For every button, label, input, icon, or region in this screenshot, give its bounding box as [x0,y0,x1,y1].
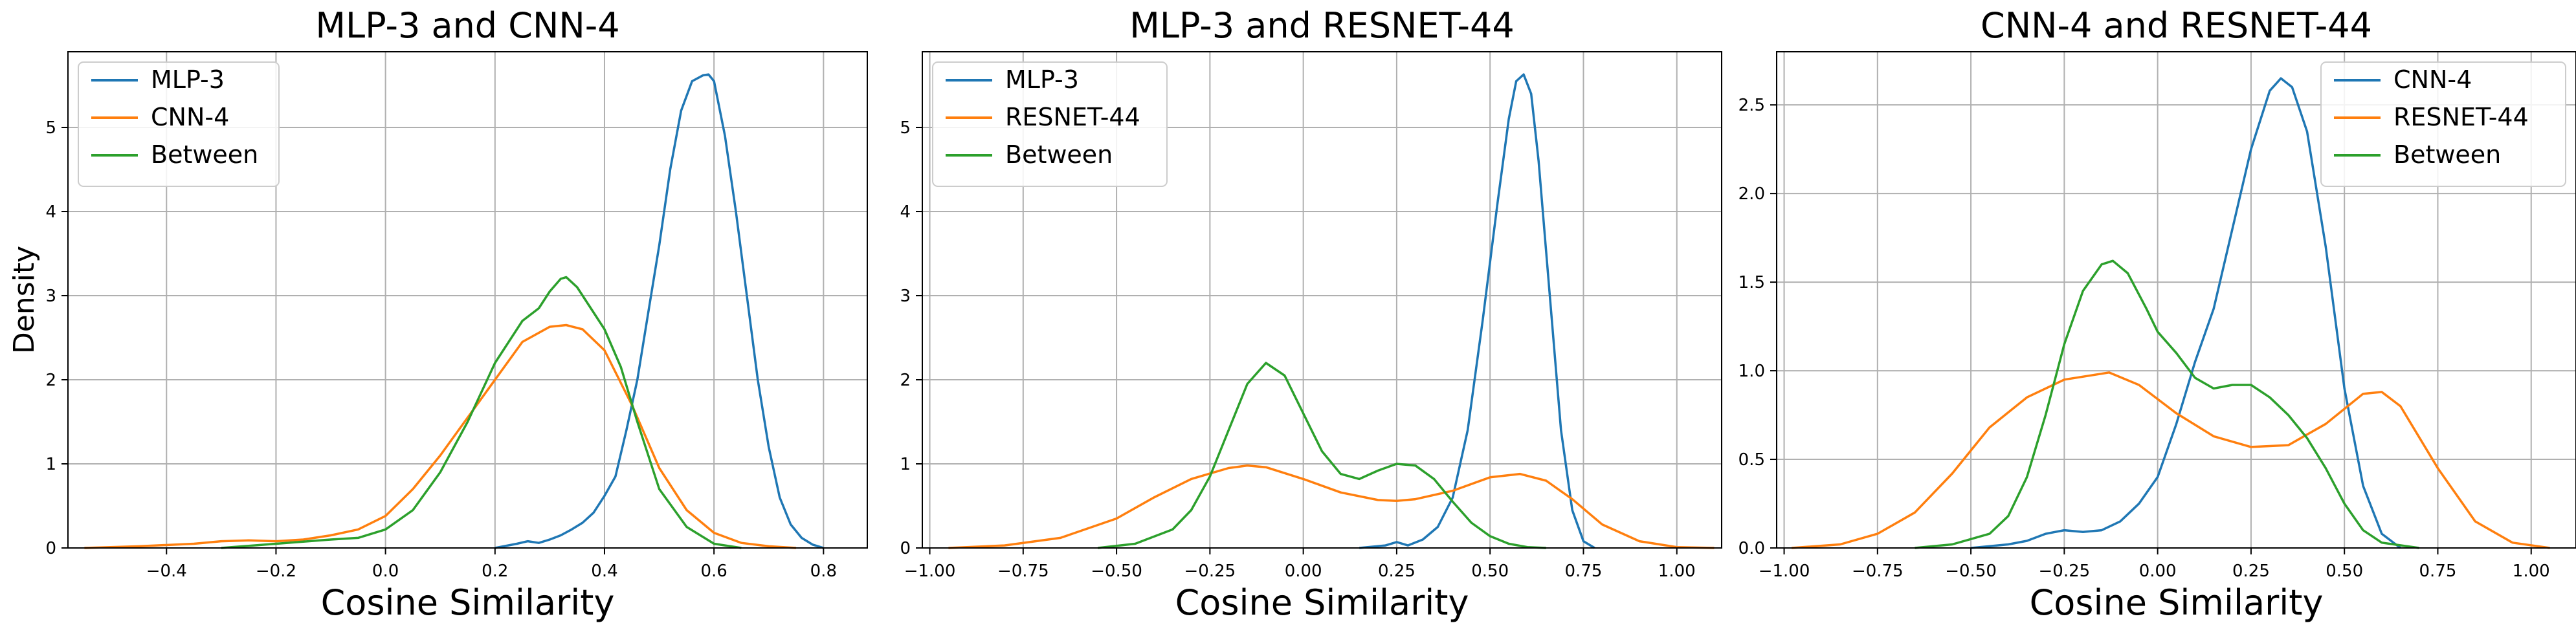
y-tick-label: 1.5 [1738,273,1765,292]
legend: MLP-3 RESNET-44 Between [932,61,1168,187]
y-tick-label: 5 [45,118,56,138]
y-tick-label: 0 [900,539,911,558]
y-tick-label: 2.0 [1738,184,1765,204]
x-tick-label: −0.2 [256,562,296,581]
x-tick-label: −0.25 [1184,562,1236,581]
y-axis-label: Density [8,246,41,354]
legend-label: MLP-3 [1005,65,1079,94]
legend-label: MLP-3 [151,65,225,94]
series-line-mlp-3 [1359,73,1595,549]
panel-3: −1.00 −0.75 −0.50 −0.25 0.00 0.25 0.50 0.75 1.00… [1738,5,2576,623]
legend: MLP-3 CNN-4 Between [78,61,280,187]
y-tick-label: 0.5 [1738,450,1765,470]
y-tick-label: 5 [900,118,911,138]
legend-label: RESNET-44 [2393,103,2529,131]
x-tick-label: 0.4 [591,562,617,581]
x-tick-label: 1.00 [2513,562,2550,581]
legend-label: RESNET-44 [1005,103,1140,131]
x-tick-label: 0.25 [2232,562,2270,581]
x-tick-label: −0.50 [1091,562,1142,581]
x-tick-label: 0.75 [1565,562,1603,581]
legend-label: Between [2393,140,2501,169]
x-tick-label: 0.25 [1378,562,1416,581]
series-line-cnn-4 [84,323,797,549]
legend-label: CNN-4 [151,103,229,131]
x-axis-label: Cosine Similarity [321,582,615,623]
axes-frame [67,51,868,549]
x-tick-label: −1.00 [1759,562,1810,581]
x-tick-label: 0.2 [482,562,508,581]
y-tick-label: 0.0 [1738,539,1765,558]
series-line-between [1098,362,1546,549]
y-tick-label: 1 [45,455,56,474]
chart-title: MLP-3 and RESNET-44 [1129,5,1514,46]
x-tick-label: −0.75 [997,562,1049,581]
legend-label: CNN-4 [2393,65,2472,94]
y-tick-label: 3 [45,287,56,306]
y-tick-label: 0 [45,539,56,558]
x-tick-label: −0.4 [146,562,187,581]
panel-1: −0.4 −0.2 0.0 0.2 0.4 0.6 0.8 0 1 2 3 4 5 MLP-3 and C… [8,5,868,623]
y-tick-label: 2.5 [1738,96,1765,115]
legend-label: Between [1005,140,1113,169]
x-tick-label: −0.50 [1945,562,1997,581]
legend: CNN-4 RESNET-44 Between [2320,61,2566,187]
series-line-mlp-3 [494,73,824,549]
x-tick-label: 0.75 [2419,562,2457,581]
x-tick-label: 0.0 [372,562,399,581]
panel-2: −1.00 −0.75 −0.50 −0.25 0.00 0.25 0.50 0.75 1.00… [900,5,1722,623]
y-tick-label: 3 [900,287,911,306]
y-tick-label: 2 [45,371,56,390]
axes-frame [1776,51,2576,549]
series-line-cnn-4 [1970,77,2401,549]
x-tick-label: 0.50 [1471,562,1509,581]
legend-box [2320,61,2566,187]
series-line-between [1915,259,2419,549]
y-tick-label: 1 [900,455,911,474]
y-tick-label: 4 [45,202,56,222]
series-line-resnet-44 [1791,371,2550,549]
x-tick-label: 0.50 [2326,562,2363,581]
y-tick-label: 2 [900,371,911,390]
axes-frame [922,51,1722,549]
x-tick-label: 0.00 [1285,562,1322,581]
series-line-resnet-44 [948,464,1715,549]
y-tick-label: 1.0 [1738,362,1765,381]
x-tick-label: −1.00 [904,562,956,581]
y-tick-label: 4 [900,202,911,222]
x-tick-label: 0.00 [2139,562,2177,581]
x-tick-label: 0.8 [810,562,837,581]
chart-title: MLP-3 and CNN-4 [315,5,619,46]
x-tick-label: −0.75 [1852,562,1904,581]
legend-label: Between [151,140,258,169]
x-tick-label: 1.00 [1658,562,1696,581]
x-tick-label: −0.25 [2039,562,2091,581]
x-axis-label: Cosine Similarity [2030,582,2324,623]
chart-title: CNN-4 and RESNET-44 [1981,5,2372,46]
x-tick-label: 0.6 [700,562,727,581]
series-line-between [221,276,742,549]
x-axis-label: Cosine Similarity [1175,582,1469,623]
